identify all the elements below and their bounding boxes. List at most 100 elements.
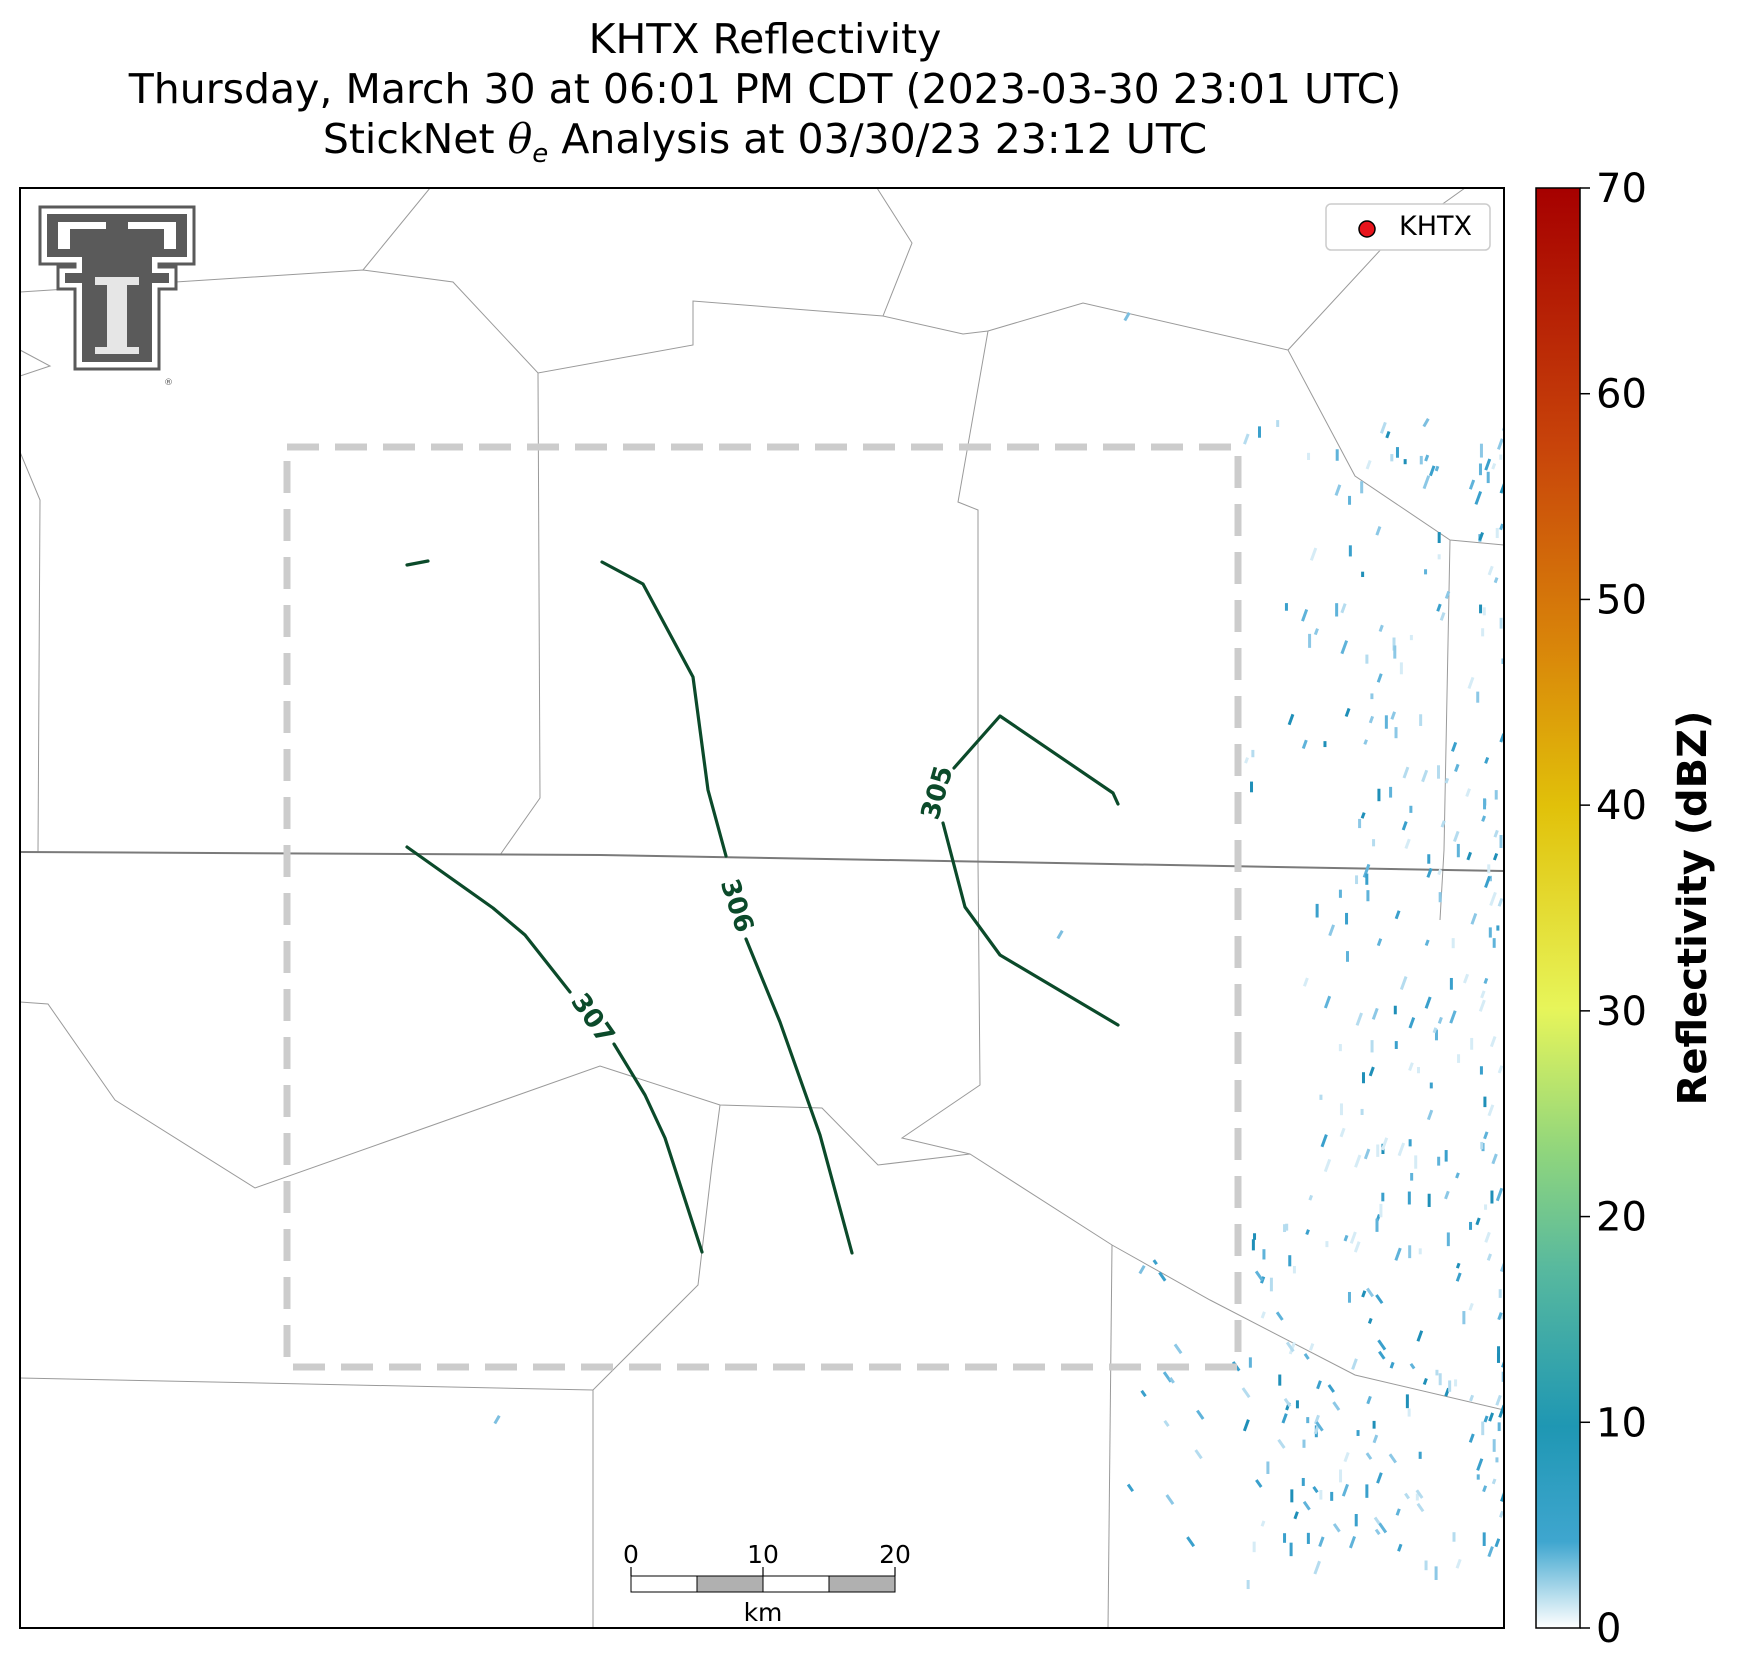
map-legend[interactable]: KHTX xyxy=(1325,203,1491,251)
radar-echo-pixel xyxy=(1315,1421,1324,1432)
radar-echo-pixel xyxy=(1319,1094,1323,1100)
radar-echo-pixel xyxy=(1126,1483,1135,1493)
radar-echo-pixel xyxy=(1416,1330,1424,1342)
radar-echo-pixel xyxy=(1343,1451,1350,1463)
radar-echo-pixel xyxy=(1478,999,1486,1012)
radar-echo-pixel xyxy=(1287,713,1295,726)
analysis-domain-box xyxy=(283,443,1242,1371)
radar-echo-pixel xyxy=(1339,1103,1343,1116)
radar-echo-pixel xyxy=(1375,526,1382,536)
radar-echo-pixel xyxy=(1257,426,1261,438)
radar-echo-pixel xyxy=(1437,532,1441,544)
radar-echo-pixel xyxy=(1418,1451,1422,1459)
radar-echo-pixel xyxy=(1308,1194,1314,1201)
radar-echo-pixel xyxy=(1451,938,1455,949)
radar-echo-pixel xyxy=(1320,1134,1328,1148)
radar-echo-pixel xyxy=(1312,1486,1319,1494)
radar-echo-pixel xyxy=(1487,1104,1495,1117)
radar-echo-pixel xyxy=(1453,830,1460,843)
radar-echo-pixel xyxy=(1248,1357,1252,1368)
radar-echo-pixel xyxy=(1255,1479,1263,1488)
radar-echo-pixel xyxy=(1395,447,1399,458)
radar-echo-pixel xyxy=(1399,976,1408,991)
radar-echo-pixel xyxy=(1482,1485,1488,1493)
radar-echo-pixel xyxy=(1438,892,1442,903)
radar-echo-pixel xyxy=(1295,1400,1299,1409)
radar-echo-pixel xyxy=(1335,449,1339,461)
map-panel[interactable]: 305 306 307 ® KHTX 0 10 xyxy=(19,187,1507,1629)
radar-echo-pixel xyxy=(1361,1072,1365,1084)
radar-echo-pixel xyxy=(1372,839,1376,847)
radar-echo-pixel xyxy=(1484,1231,1491,1243)
radar-echo-pixel xyxy=(1372,1434,1379,1444)
radar-echo-pixel xyxy=(1498,1289,1502,1298)
radar-echo-pixel xyxy=(1360,481,1364,494)
radar-echo-pixel xyxy=(1343,1234,1349,1242)
radar-echo-pixel xyxy=(1186,1536,1196,1548)
radar-echo-pixel xyxy=(1351,1358,1358,1370)
radar-echo-pixel xyxy=(1483,1415,1489,1423)
radar-echo-pixel xyxy=(1269,1277,1273,1292)
colorbar-ticks: 0 10 20 30 40 50 60 70 xyxy=(1580,166,1647,1652)
radar-echo-pixel xyxy=(1368,715,1375,724)
colorbar-tick-label: 10 xyxy=(1596,1400,1647,1446)
state-line xyxy=(20,851,1504,872)
radar-echo-pixel xyxy=(1275,1311,1284,1321)
radar-echo-pixel xyxy=(1479,604,1483,614)
radar-echo-pixel xyxy=(1481,815,1487,822)
radar-echo-pixel xyxy=(1371,1007,1379,1020)
radar-echo-pixel xyxy=(1444,777,1450,784)
radar-echo-pixel xyxy=(1338,889,1342,898)
radar-echo-pixel xyxy=(1377,788,1381,802)
radar-echo-pixel xyxy=(1455,1558,1462,1569)
radar-echo-pixel xyxy=(1316,1380,1322,1390)
radar-echo-pixel xyxy=(1370,693,1374,700)
county-line xyxy=(876,188,913,317)
radar-echo-pixel xyxy=(1366,1395,1372,1405)
map-frame xyxy=(19,187,1505,1629)
radar-echo-pixel xyxy=(1424,569,1428,575)
radar-echo-pixel xyxy=(1495,1187,1504,1202)
radar-echo-pixel xyxy=(1302,1500,1311,1511)
contour-line-307-lower xyxy=(612,1042,704,1254)
radar-echo-pixel xyxy=(1283,1397,1292,1408)
radar-echo-pixel xyxy=(1368,1066,1375,1077)
radar-echo-pixel xyxy=(1323,741,1327,748)
radar-echo-pixel xyxy=(1365,654,1369,664)
radar-echo-pixel xyxy=(1379,1203,1383,1218)
radar-echo-pixel xyxy=(1385,431,1391,439)
radar-echo-pixel xyxy=(1491,1153,1498,1165)
radar-echo-pixel xyxy=(1407,1408,1411,1417)
radar-echo-pixel xyxy=(1377,1339,1387,1351)
radar-echo-pixel xyxy=(1346,951,1350,962)
radar-echo-pixel xyxy=(1499,454,1503,460)
radar-echo-pixel xyxy=(1404,1492,1411,1500)
radar-echo-pixel xyxy=(1417,1067,1421,1074)
colorbar-tick-label: 20 xyxy=(1596,1195,1647,1241)
radar-echo-pixel xyxy=(1376,938,1383,947)
radar-echo-pixel xyxy=(1362,863,1371,878)
radar-echo-pixel xyxy=(1434,1029,1438,1041)
radar-echo-pixel xyxy=(1254,1270,1264,1282)
radar-echo-pixel xyxy=(1361,571,1365,578)
colorbar-tick-label: 40 xyxy=(1596,783,1647,829)
radar-echo-pixel xyxy=(1479,1066,1483,1075)
radar-echo-pixel xyxy=(1483,798,1487,810)
radar-echo-pixel xyxy=(1426,867,1433,878)
radar-echo-pixel xyxy=(1491,462,1497,470)
radar-echo-pixel xyxy=(1410,1172,1414,1181)
radar-echo-pixel xyxy=(1421,769,1429,783)
radar-echo-pixel xyxy=(1455,1262,1461,1269)
radar-echo-pixel xyxy=(1438,1373,1442,1386)
radar-echo-pixel xyxy=(1468,1302,1474,1311)
contour-line-305-upper xyxy=(952,714,1120,806)
colorbar-tick-label: 0 xyxy=(1596,1606,1621,1652)
radar-echo-pixel xyxy=(1489,891,1497,907)
radar-echo-pixel xyxy=(1378,1522,1388,1534)
radar-echo-pixel xyxy=(1302,977,1309,987)
radar-echo-pixel xyxy=(1339,1127,1346,1138)
radar-echo-pixel xyxy=(1426,1109,1434,1121)
contour-line-306 xyxy=(600,560,728,858)
radar-echo-pixel xyxy=(1484,756,1490,764)
radar-echo-pixel xyxy=(1244,757,1249,764)
